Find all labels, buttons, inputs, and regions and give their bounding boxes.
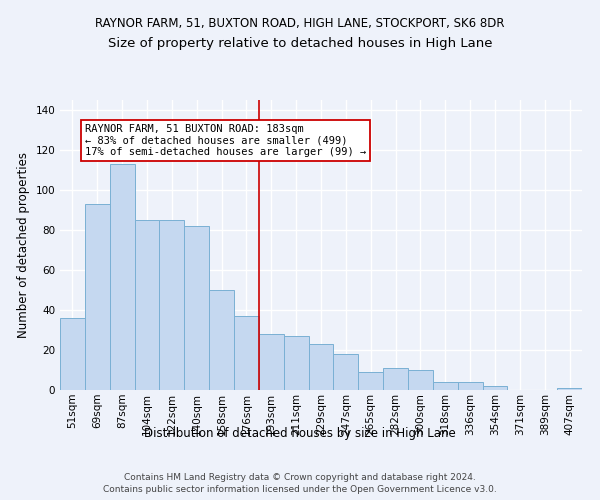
- Bar: [85, 204, 110, 390]
- Text: Contains HM Land Registry data © Crown copyright and database right 2024.
Contai: Contains HM Land Registry data © Crown c…: [103, 472, 497, 494]
- Bar: [557, 388, 582, 390]
- Bar: [134, 220, 160, 390]
- Bar: [60, 318, 85, 390]
- Bar: [334, 354, 358, 390]
- Bar: [259, 334, 284, 390]
- Bar: [358, 372, 383, 390]
- Bar: [160, 220, 184, 390]
- Y-axis label: Number of detached properties: Number of detached properties: [17, 152, 30, 338]
- Bar: [284, 336, 308, 390]
- Bar: [234, 316, 259, 390]
- Bar: [458, 382, 482, 390]
- Bar: [110, 164, 134, 390]
- Bar: [408, 370, 433, 390]
- Text: RAYNOR FARM, 51, BUXTON ROAD, HIGH LANE, STOCKPORT, SK6 8DR: RAYNOR FARM, 51, BUXTON ROAD, HIGH LANE,…: [95, 18, 505, 30]
- Bar: [482, 386, 508, 390]
- Text: Distribution of detached houses by size in High Lane: Distribution of detached houses by size …: [144, 428, 456, 440]
- Text: Size of property relative to detached houses in High Lane: Size of property relative to detached ho…: [108, 38, 492, 51]
- Bar: [184, 226, 209, 390]
- Bar: [433, 382, 458, 390]
- Bar: [383, 368, 408, 390]
- Bar: [209, 290, 234, 390]
- Bar: [308, 344, 334, 390]
- Text: RAYNOR FARM, 51 BUXTON ROAD: 183sqm
← 83% of detached houses are smaller (499)
1: RAYNOR FARM, 51 BUXTON ROAD: 183sqm ← 83…: [85, 124, 366, 157]
